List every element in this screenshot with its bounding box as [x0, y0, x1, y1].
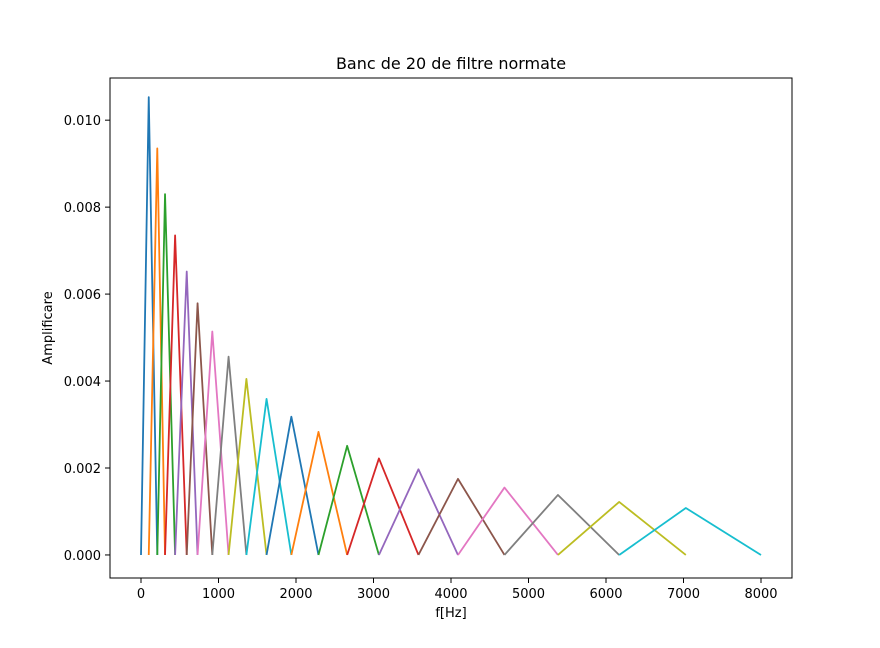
series-line-filter-2	[147, 147, 166, 555]
series-line-filter-20	[618, 507, 762, 556]
y-tick-label: 0.002	[64, 462, 101, 477]
series-line-filter-16	[417, 477, 506, 556]
series-line-filter-4	[164, 234, 188, 555]
series-line-filter-7	[196, 330, 230, 556]
series-line-filter-10	[245, 397, 293, 556]
series-line-filter-11	[265, 415, 320, 556]
series-line-filter-5	[174, 270, 199, 555]
y-tick-label: 0.006	[64, 288, 101, 303]
y-tick-label: 0.008	[64, 201, 101, 216]
x-tick-label: 1000	[202, 587, 235, 602]
y-axis-label: Amplificare	[41, 291, 56, 364]
series-line-filter-19	[557, 501, 687, 556]
x-tick-label: 5000	[512, 587, 545, 602]
x-tick-label: 0	[137, 587, 145, 602]
x-tick-label: 7000	[667, 587, 700, 602]
y-tick-label: 0.004	[64, 375, 101, 390]
series-line-filter-17	[457, 486, 559, 556]
series-line-filter-15	[378, 468, 459, 556]
x-axis-label: f[Hz]	[435, 606, 466, 621]
series-line-filter-6	[185, 302, 214, 556]
x-tick-label: 4000	[434, 587, 467, 602]
x-axis-ticks: 0 1000 2000 3000 4000 5000 6000 7000 8000	[137, 578, 778, 602]
x-tick-label: 8000	[744, 587, 777, 602]
series-line-filter-8	[211, 355, 248, 556]
series-line-filter-1	[140, 96, 159, 555]
series-line-filter-18	[503, 494, 620, 556]
x-tick-label: 2000	[279, 587, 312, 602]
series-line-filter-12	[290, 431, 349, 556]
chart-title: Banc de 20 de filtre normate	[336, 54, 566, 73]
y-tick-label: 0.010	[64, 114, 101, 129]
series-line-filter-13	[317, 444, 380, 556]
plot-background	[110, 78, 792, 578]
plot-area	[109, 77, 793, 579]
series-line-filter-9	[227, 377, 268, 556]
x-tick-label: 3000	[357, 587, 390, 602]
series-line-filter-14	[346, 457, 420, 556]
y-tick-label: 0.000	[64, 549, 101, 564]
series-line-filter-3	[156, 193, 176, 555]
y-axis-ticks: 0.000 0.002 0.004 0.006 0.008 0.010	[64, 114, 110, 564]
series-layer	[140, 96, 762, 556]
x-tick-label: 6000	[589, 587, 622, 602]
